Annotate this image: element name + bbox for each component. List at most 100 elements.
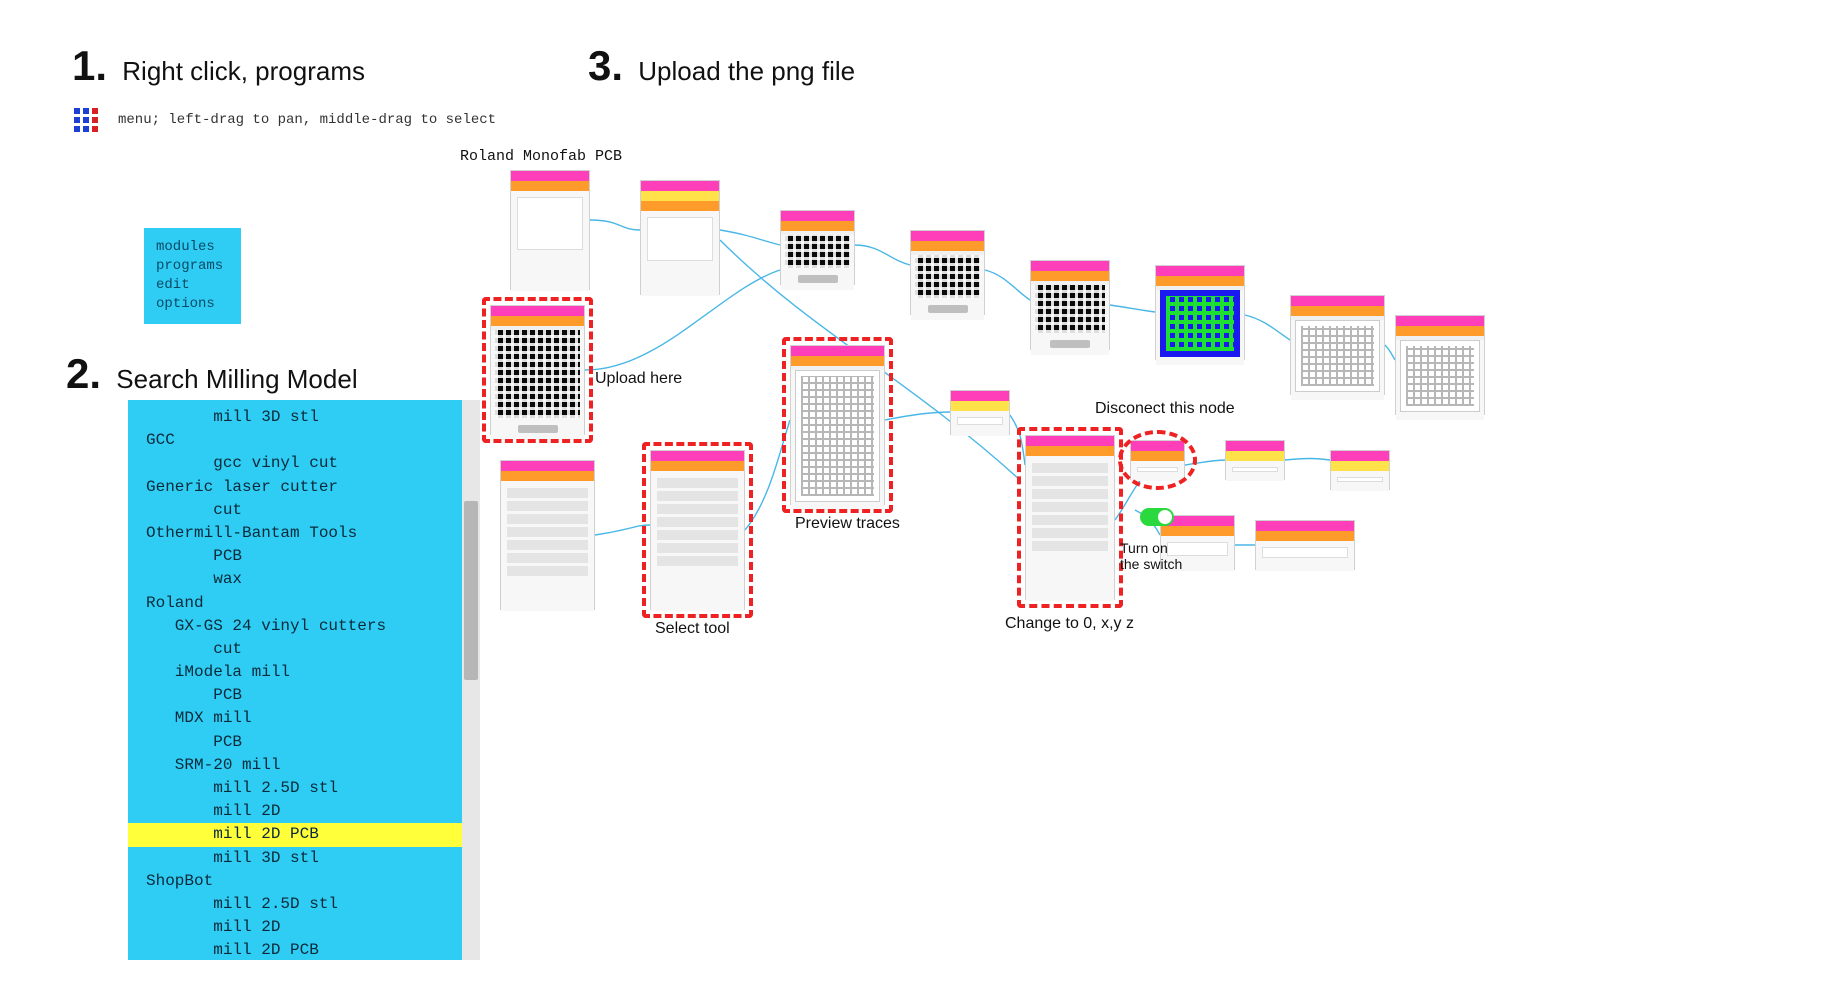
program-list-item[interactable]: mill 2.5D stl [128,893,480,916]
form-field-row[interactable] [1032,541,1108,551]
node-header-bar [1396,316,1484,326]
graph-node[interactable] [1130,440,1185,480]
pcb-preview-icon [795,370,880,502]
program-list-item[interactable]: Generic laser cutter [128,476,480,499]
form-field-row[interactable] [1032,463,1108,473]
ctx-item-edit[interactable]: edit [156,276,223,295]
context-menu[interactable]: modules programs edit options [144,228,241,324]
node-header-bar [1226,451,1284,461]
app-grid-icon[interactable] [74,108,102,136]
graph-node[interactable] [510,170,590,290]
graph-node[interactable] [950,390,1010,435]
form-field-row[interactable] [507,514,588,524]
toggle-switch[interactable] [1140,508,1174,526]
node-header-bar [1161,526,1234,536]
form-field-row[interactable] [507,501,588,511]
form-field-row[interactable] [1032,489,1108,499]
node-header-bar [1256,531,1354,541]
program-list-item[interactable]: PCB [128,684,480,707]
form-field-row[interactable] [657,491,738,501]
graph-node[interactable] [790,345,885,505]
graph-node[interactable] [1290,295,1385,395]
pcb-preview-icon [785,235,850,268]
node-header-bar [1331,451,1389,461]
anno-preview-traces: Preview traces [795,515,900,533]
form-field-row[interactable] [657,543,738,553]
step2-number: 2. [66,350,101,397]
program-list-item[interactable]: iModela mill [128,661,480,684]
program-list-item[interactable]: Roland [128,592,480,615]
program-list-item[interactable]: gcc vinyl cut [128,452,480,475]
program-list-item[interactable]: SRM-20 mill [128,754,480,777]
program-list-item[interactable]: mill 2D PCB [128,939,480,960]
program-list-item[interactable]: PCB [128,731,480,754]
canvas-title: Roland Monofab PCB [460,148,622,165]
node-body [1256,541,1354,571]
node-body [1131,461,1184,481]
program-list-item[interactable]: cut [128,638,480,661]
form-field-row[interactable] [1032,515,1108,525]
node-body [1031,285,1109,355]
program-list-item[interactable]: GCC [128,429,480,452]
form-field-row[interactable] [657,478,738,488]
step2-text: Search Milling Model [116,364,357,394]
form-field-row[interactable] [657,504,738,514]
programs-list-panel[interactable]: mill 3D stlGCC gcc vinyl cutGeneric lase… [128,400,480,960]
ctx-item-programs[interactable]: programs [156,257,223,276]
program-list-item[interactable]: mill 2D [128,916,480,939]
program-list-item[interactable]: mill 3D stl [128,406,480,429]
graph-node[interactable] [1395,315,1485,415]
form-field-row[interactable] [1032,502,1108,512]
form-field-row[interactable] [657,530,738,540]
pcb-preview-icon [495,330,580,418]
program-list-item[interactable]: ShopBot [128,870,480,893]
graph-node[interactable] [1030,260,1110,350]
graph-node[interactable] [1155,265,1245,360]
form-field-row[interactable] [1032,528,1108,538]
form-field-row[interactable] [507,566,588,576]
form-field-row[interactable] [657,517,738,527]
node-header-bar [1026,446,1114,456]
wire [855,245,910,265]
pcb-preview-icon [1160,290,1240,357]
form-field-row[interactable] [507,553,588,563]
program-list-item[interactable]: Othermill-Bantam Tools [128,522,480,545]
program-list-item[interactable]: mill 2D PCB [128,823,480,846]
form-field-row[interactable] [657,556,738,566]
program-list-item[interactable]: PCB [128,545,480,568]
form-field-row[interactable] [507,527,588,537]
program-list-item[interactable]: MDX mill [128,707,480,730]
pcb-preview-icon [1035,285,1105,333]
node-body [911,255,984,320]
node-body [791,370,884,510]
wire [595,525,650,535]
pcb-preview-icon [915,255,980,298]
ctx-item-options[interactable]: options [156,295,223,314]
pcb-preview-icon [1400,340,1480,412]
graph-node[interactable] [650,450,745,610]
program-list-item[interactable]: cut [128,499,480,522]
graph-node[interactable] [500,460,595,610]
graph-node[interactable] [910,230,985,315]
graph-node[interactable] [490,305,585,435]
node-header-bar [791,356,884,366]
graph-node[interactable] [1225,440,1285,480]
program-list-item[interactable]: wax [128,568,480,591]
form-field-row[interactable] [1032,476,1108,486]
program-list-item[interactable]: mill 2D [128,800,480,823]
graph-node[interactable] [1330,450,1390,490]
graph-node[interactable] [1025,435,1115,600]
program-list-item[interactable]: GX-GS 24 vinyl cutters [128,615,480,638]
form-field-row[interactable] [507,488,588,498]
program-list-item[interactable]: mill 3D stl [128,847,480,870]
graph-node[interactable] [640,180,720,295]
node-header-bar [1131,441,1184,451]
node-body [491,330,584,440]
graph-node[interactable] [1255,520,1355,570]
form-field-row[interactable] [507,540,588,550]
graph-node[interactable] [780,210,855,285]
program-list-item[interactable]: mill 2.5D stl [128,777,480,800]
node-canvas[interactable]: Roland Monofab PCB Upload here Select to… [460,120,1820,820]
ctx-item-modules[interactable]: modules [156,238,223,257]
wire [885,412,950,420]
